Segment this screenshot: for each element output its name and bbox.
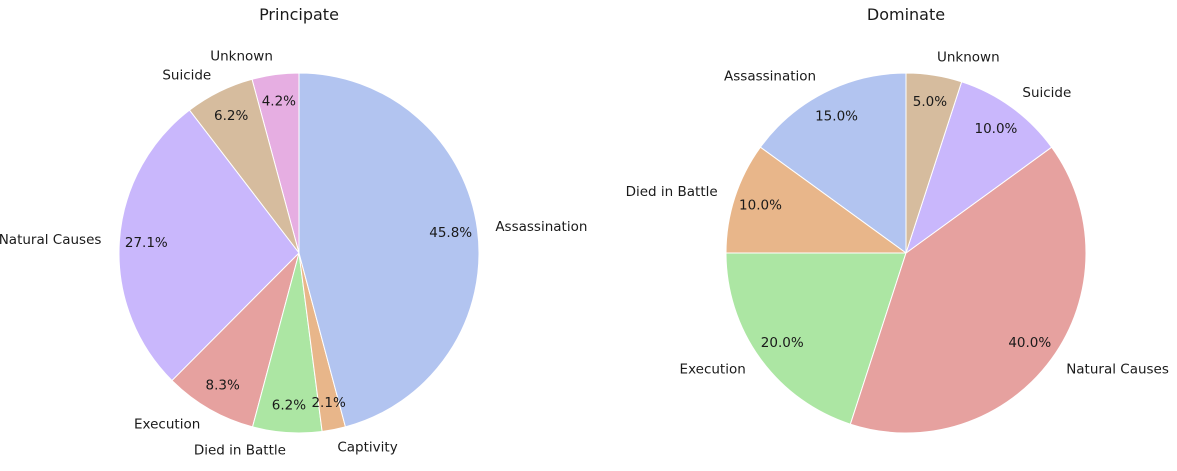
pie-slice-natural-causes [118, 109, 300, 382]
pie-slice-assassination [759, 72, 907, 254]
slice-label-suicide: Suicide [162, 68, 211, 84]
slice-label-died-in-battle: Died in Battle [626, 184, 718, 200]
slice-label-unknown: Unknown [937, 49, 1000, 65]
chart-title: Dominate [867, 5, 945, 24]
pie-labels: Unknown 4.2% Suicide 6.2% Natural Causes 27.1… [0, 49, 587, 459]
slice-label-died-in-battle: Died in Battle [194, 443, 286, 459]
pie-slices [725, 72, 1087, 434]
slice-label-natural-causes: Natural Causes [0, 232, 101, 248]
pie-slice-execution [171, 251, 300, 428]
slice-percent-natural-causes: 27.1% [125, 235, 168, 251]
pie-slice-natural-causes [849, 146, 1087, 434]
pie-slice-unknown [905, 72, 963, 254]
slice-percent-unknown: 4.2% [262, 93, 296, 109]
slice-percent-captivity: 2.1% [311, 395, 345, 411]
slice-percent-assassination: 45.8% [429, 225, 472, 241]
slice-label-natural-causes: Natural Causes [1066, 361, 1169, 377]
slice-percent-execution: 8.3% [206, 378, 240, 394]
pie-slice-suicide [905, 81, 1053, 255]
slice-percent-execution: 20.0% [761, 335, 804, 351]
slice-percent-assassination: 15.0% [815, 109, 858, 125]
slice-percent-died-in-battle: 10.0% [739, 198, 782, 214]
slice-label-execution: Execution [680, 361, 746, 377]
pie-slice-execution [725, 252, 907, 425]
slice-label-suicide: Suicide [1022, 85, 1071, 101]
slice-label-unknown: Unknown [210, 49, 273, 65]
slice-percent-unknown: 5.0% [913, 94, 947, 110]
slice-label-execution: Execution [134, 417, 200, 433]
pie-chart-dominate: Dominate Assassination 15.0% Died in Battl… [626, 5, 1169, 434]
slice-label-assassination: Assassination [495, 219, 587, 235]
pie-chart-principate: Principate Unknown 4.2% Suicide 6.2% Natural… [0, 5, 587, 459]
pie-labels: Assassination 15.0% Died in Battle 10.0% Exe… [626, 49, 1169, 377]
chart-title: Principate [259, 5, 339, 24]
slice-percent-suicide: 6.2% [214, 108, 248, 124]
slice-percent-suicide: 10.0% [974, 121, 1017, 137]
slice-label-captivity: Captivity [337, 439, 397, 455]
pie-slices [118, 72, 480, 434]
pie-slice-assassination [298, 72, 480, 428]
slice-percent-natural-causes: 40.0% [1008, 335, 1051, 351]
pie-slice-died-in-battle [725, 146, 908, 254]
slice-label-assassination: Assassination [724, 69, 816, 85]
slice-percent-died-in-battle: 6.2% [272, 398, 306, 414]
